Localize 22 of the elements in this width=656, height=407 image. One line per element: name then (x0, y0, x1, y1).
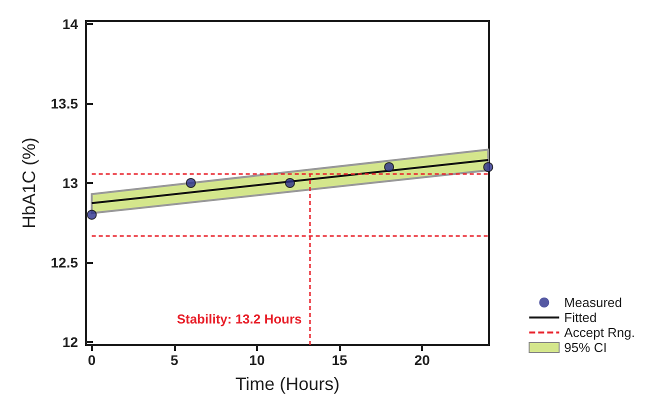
ref-line-label: Stability: 13.2 Hours (176, 312, 302, 326)
y-tick-label: 13 (62, 175, 78, 191)
y-tick-label: 12 (62, 334, 78, 350)
point (186, 178, 196, 188)
y-tick-label: 13.5 (50, 96, 78, 112)
y-tick-label: 14 (62, 16, 78, 32)
legend-label: 95% CI (564, 340, 607, 355)
x-tick-label: 15 (332, 352, 348, 368)
point (86, 210, 97, 220)
legend-label: Fitted (564, 310, 597, 325)
legend-label: Measured (564, 295, 622, 310)
x-tick-label: 5 (170, 352, 178, 368)
y-axis-title: HbA1C (%) (19, 137, 39, 229)
x-axis-title: Time (Hours) (235, 374, 340, 394)
y-tick-label: 12.5 (50, 254, 78, 270)
x-tick-label: 10 (249, 352, 265, 368)
point (284, 178, 295, 188)
point (483, 162, 494, 172)
point (384, 162, 394, 172)
x-tick-label: 20 (414, 352, 430, 368)
legend-label: Accept Rng. (564, 325, 636, 340)
x-tick-label: 0 (88, 352, 96, 368)
